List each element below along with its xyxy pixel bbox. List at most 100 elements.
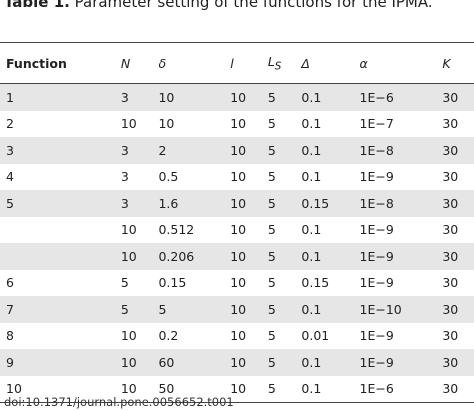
table-cell: 5 — [267, 328, 276, 344]
table-row: 6 5 0.15 10 5 0.15 1E−9 30 — [0, 270, 474, 297]
table-cell: 3 — [120, 142, 129, 158]
table-cell: 10 — [120, 222, 137, 238]
table-cell: 1E−8 — [359, 142, 394, 158]
header-subscript: S — [274, 60, 282, 73]
table-cell: 30 — [442, 354, 459, 370]
table-cell: 6 — [6, 275, 14, 291]
table-cell: 10 — [120, 248, 137, 264]
table-cell: 0.1 — [301, 222, 322, 238]
table-cell: 60 — [158, 354, 175, 370]
table-cell: 0.1 — [301, 89, 322, 105]
table-row: 4 3 0.5 10 5 0.1 1E−9 30 — [0, 164, 474, 191]
header-cell: Function — [0, 42, 115, 84]
table-cell: 0.1 — [301, 301, 322, 317]
table-cell: 5 — [267, 116, 276, 132]
table-cell: 1 — [6, 89, 14, 105]
table-cell: 30 — [442, 381, 459, 397]
table-cell: 30 — [442, 301, 459, 317]
table-label: Table 1. — [4, 0, 70, 11]
table-cell: 1E−9 — [359, 248, 394, 264]
table-cell: 10 — [120, 116, 137, 132]
table-cell: 30 — [442, 89, 459, 105]
header-cell: K — [436, 42, 474, 84]
table-cell: 10 — [230, 169, 247, 185]
table-cell: 0.1 — [301, 116, 322, 132]
table-cell: 0.15 — [301, 275, 330, 291]
table-cell: 30 — [442, 169, 459, 185]
table-cell: 1E−9 — [359, 222, 394, 238]
table-cell: 0.512 — [158, 222, 195, 238]
table-cell: 5 — [267, 354, 276, 370]
table-row: 8 10 0.2 10 5 0.01 1E−9 30 — [0, 323, 474, 350]
table-cell: 30 — [442, 142, 459, 158]
table-cell: 30 — [442, 116, 459, 132]
table-cell: 30 — [442, 222, 459, 238]
table-row: 9 10 60 10 5 0.1 1E−9 30 — [0, 349, 474, 376]
table-cell: 5 — [267, 142, 276, 158]
table-cell: 10 — [120, 354, 137, 370]
table-cell: 4 — [6, 169, 14, 185]
table-cell: 1E−7 — [359, 116, 394, 132]
table-cell: 1E−9 — [359, 275, 394, 291]
table-cell: 1E−9 — [359, 169, 394, 185]
table-cell: 5 — [267, 381, 276, 397]
table-cell: 10 — [230, 142, 247, 158]
table-cell: 1E−10 — [359, 301, 402, 317]
table-cell: 10 — [230, 328, 247, 344]
table-cell: 2 — [158, 142, 167, 158]
table-cell: 0.5 — [158, 169, 179, 185]
table-cell — [0, 243, 115, 270]
header-cell: δ — [152, 42, 225, 84]
table-cell: 5 — [267, 89, 276, 105]
table-cell: 10 — [230, 381, 247, 397]
table-cell: 1.6 — [158, 195, 179, 211]
table-cell: 0.01 — [301, 328, 330, 344]
table-body: 1 3 10 10 5 0.1 1E−6 30 2 10 10 10 5 0.1 1E−7 30 3 3 2 10 5 0… — [0, 83, 474, 403]
table-cell: 5 — [267, 222, 276, 238]
table-cell: 5 — [267, 169, 276, 185]
table-cell: 50 — [158, 381, 175, 397]
table-cell: 30 — [442, 248, 459, 264]
table-cell: 10 — [230, 116, 247, 132]
doi: doi:10.1371/journal.pone.0056652.t001 — [4, 395, 234, 409]
table-row: 7 5 5 10 5 0.1 1E−10 30 — [0, 296, 474, 323]
table-cell: 0.1 — [301, 248, 322, 264]
table-cell: 2 — [6, 116, 14, 132]
table-cell: 0.1 — [301, 169, 322, 185]
table-cell: 5 — [267, 301, 276, 317]
header-cell: α — [353, 42, 437, 84]
table-row: 3 3 2 10 5 0.1 1E−8 30 — [0, 137, 474, 164]
table-cell: 30 — [442, 328, 459, 344]
table-cell: 0.1 — [301, 142, 322, 158]
table-cell: 9 — [6, 354, 14, 370]
table-cell: 10 — [120, 381, 137, 397]
table-cell: 10 — [6, 381, 22, 397]
table-cell: 0.1 — [301, 354, 322, 370]
table-cell: 10 — [230, 195, 247, 211]
table-cell: 10 — [230, 275, 247, 291]
table-cell: 1E−8 — [359, 195, 394, 211]
table-cell: 5 — [158, 301, 167, 317]
table-cell: 8 — [6, 328, 14, 344]
table-cell: 0.1 — [301, 381, 322, 397]
table-cell: 30 — [442, 195, 459, 211]
table-cell: 10 — [158, 116, 175, 132]
table-cell: 5 — [120, 275, 129, 291]
table-cell: 1E−6 — [359, 381, 394, 397]
table-cell: 3 — [120, 195, 129, 211]
table-caption: Parameter setting of the functions for t… — [74, 0, 433, 11]
table-cell: 5 — [120, 301, 129, 317]
table-cell: 30 — [442, 275, 459, 291]
table-cell: 5 — [6, 195, 14, 211]
table-cell: 7 — [6, 301, 14, 317]
table-row: 10 0.512 10 5 0.1 1E−9 30 — [0, 217, 474, 244]
table-cell — [0, 217, 115, 244]
table-cell: 0.2 — [158, 328, 179, 344]
table-cell: 3 — [6, 142, 14, 158]
table-cell: 5 — [267, 195, 276, 211]
table-cell: 0.15 — [158, 275, 187, 291]
header-cell: N — [114, 42, 153, 84]
